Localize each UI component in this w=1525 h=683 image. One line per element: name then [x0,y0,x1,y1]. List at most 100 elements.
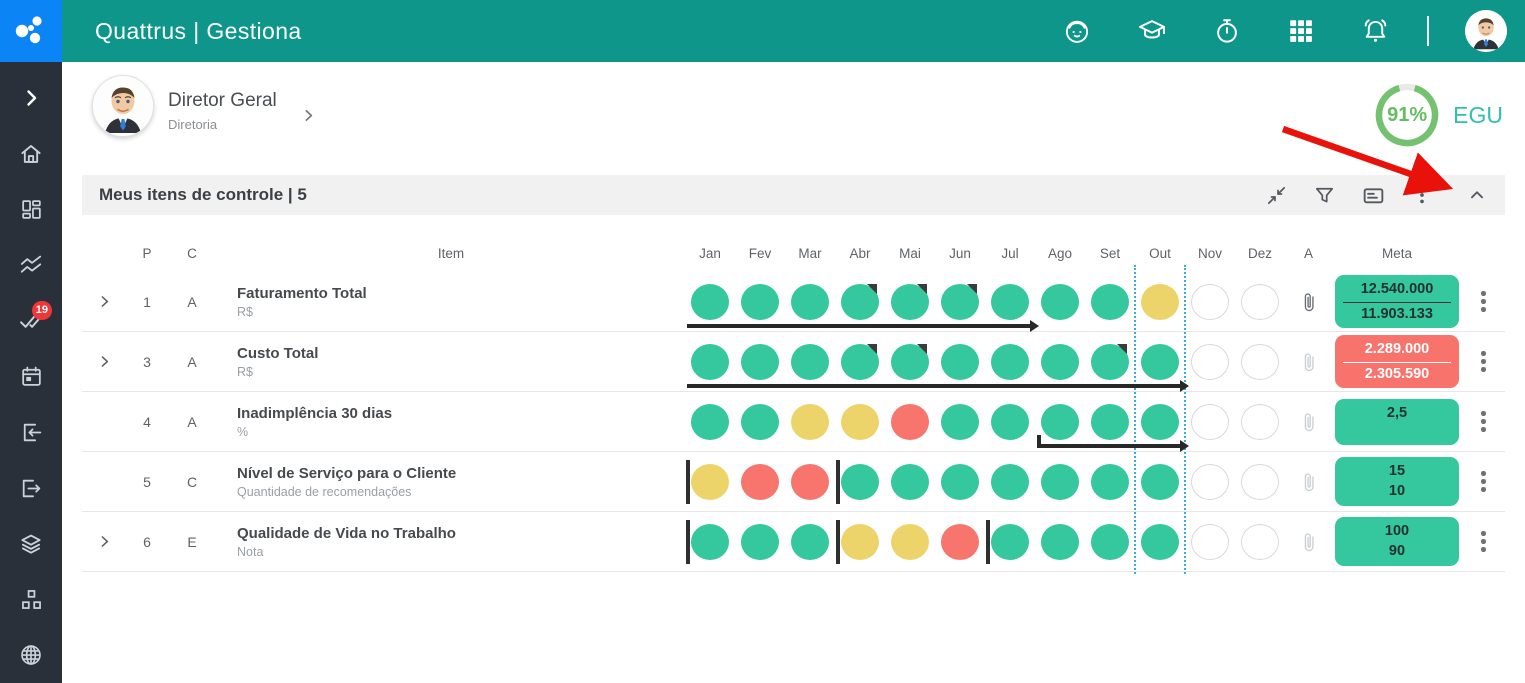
status-circle-green[interactable] [1141,523,1179,560]
status-circle-green[interactable] [791,343,829,380]
status-circle-green[interactable] [791,283,829,320]
assistant-icon[interactable] [1062,16,1092,46]
status-circle-green[interactable] [1041,523,1079,560]
attachment-icon[interactable] [1298,470,1320,494]
status-circle-green[interactable] [1141,463,1179,500]
sidebar-item-sign-out[interactable] [0,460,62,516]
status-circle-green[interactable] [841,343,879,380]
status-circle-green[interactable] [691,343,729,380]
status-circle-red[interactable] [941,523,979,560]
row-menu-icon[interactable] [1477,467,1490,496]
status-circle-green[interactable] [941,343,979,380]
status-circle-green[interactable] [1041,463,1079,500]
notifications-icon[interactable] [1360,16,1391,47]
user-avatar[interactable] [1465,10,1507,52]
meta-value-box[interactable]: 15 10 [1335,457,1459,506]
summary-card-icon[interactable] [1361,183,1386,208]
status-circle-empty[interactable] [1191,343,1229,380]
app-logo[interactable] [0,0,62,62]
status-circle-yellow[interactable] [791,403,829,440]
status-circle-green[interactable] [1141,343,1179,380]
attachment-icon[interactable] [1298,410,1320,434]
item-name[interactable]: Inadimplência 30 dias [237,404,393,422]
apps-icon[interactable] [1286,16,1316,46]
status-circle-green[interactable] [741,523,779,560]
row-menu-icon[interactable] [1477,347,1490,376]
filter-icon[interactable] [1313,184,1336,207]
status-circle-empty[interactable] [1191,403,1229,440]
status-circle-green[interactable] [791,523,829,560]
collapse-panel-icon[interactable] [1466,184,1488,206]
status-circle-green[interactable] [891,343,929,380]
status-circle-green[interactable] [991,403,1029,440]
status-circle-yellow[interactable] [691,463,729,500]
sidebar-item-tasks[interactable]: 19 [0,293,62,349]
status-circle-red[interactable] [891,403,929,440]
status-circle-green[interactable] [841,463,879,500]
meta-value-box[interactable]: 2,5 [1335,398,1459,445]
item-name[interactable]: Custo Total [237,344,319,362]
row-menu-icon[interactable] [1477,407,1490,436]
academy-icon[interactable] [1136,15,1168,47]
status-circle-empty[interactable] [1241,343,1279,380]
sidebar-item-globe[interactable] [0,627,62,683]
status-circle-red[interactable] [741,463,779,500]
status-circle-green[interactable] [941,283,979,320]
status-circle-empty[interactable] [1191,463,1229,500]
status-circle-empty[interactable] [1241,523,1279,560]
status-circle-green[interactable] [941,463,979,500]
row-expand-icon[interactable] [96,293,113,310]
status-circle-green[interactable] [691,523,729,560]
status-circle-red[interactable] [791,463,829,500]
item-name[interactable]: Qualidade de Vida no Trabalho [237,524,456,542]
status-circle-green[interactable] [741,403,779,440]
status-circle-green[interactable] [1091,463,1129,500]
status-circle-green[interactable] [1091,283,1129,320]
status-circle-green[interactable] [991,343,1029,380]
status-circle-green[interactable] [891,283,929,320]
item-name[interactable]: Nível de Serviço para o Cliente [237,464,457,482]
status-circle-yellow[interactable] [841,523,879,560]
status-circle-green[interactable] [991,523,1029,560]
status-circle-empty[interactable] [1241,463,1279,500]
meta-value-box[interactable]: 2.289.000 2.305.590 [1335,334,1459,389]
status-circle-yellow[interactable] [841,403,879,440]
status-circle-green[interactable] [1041,403,1079,440]
status-circle-yellow[interactable] [891,523,929,560]
status-circle-empty[interactable] [1241,283,1279,320]
sidebar-item-sign-in[interactable] [0,404,62,460]
status-circle-green[interactable] [891,463,929,500]
status-circle-green[interactable] [1041,343,1079,380]
timer-icon[interactable] [1212,16,1242,46]
status-circle-green[interactable] [1091,523,1129,560]
meta-value-box[interactable]: 100 90 [1335,517,1459,566]
status-circle-green[interactable] [691,403,729,440]
sidebar-item-org-chart[interactable] [0,572,62,628]
status-circle-green[interactable] [841,283,879,320]
status-circle-empty[interactable] [1191,283,1229,320]
status-circle-green[interactable] [691,283,729,320]
status-circle-green[interactable] [991,283,1029,320]
sidebar-item-calendar[interactable] [0,349,62,405]
row-expand-icon[interactable] [96,533,113,550]
sidebar-item-home[interactable] [0,126,62,182]
profile-avatar[interactable] [92,75,154,137]
meta-value-box[interactable]: 12.540.000 11.903.133 [1335,274,1459,329]
status-circle-green[interactable] [741,283,779,320]
status-circle-green[interactable] [741,343,779,380]
status-circle-empty[interactable] [1241,403,1279,440]
collapse-rows-icon[interactable] [1265,184,1288,207]
status-circle-yellow[interactable] [1141,283,1179,320]
attachment-icon[interactable] [1298,350,1320,374]
sidebar-expand-button[interactable] [0,70,62,126]
sidebar-item-indicators[interactable] [0,237,62,293]
panel-menu-icon[interactable] [1411,184,1433,206]
row-menu-icon[interactable] [1477,287,1490,316]
status-circle-green[interactable] [941,403,979,440]
status-circle-empty[interactable] [1191,523,1229,560]
status-circle-green[interactable] [1091,403,1129,440]
attachment-icon[interactable] [1298,530,1320,554]
attachment-icon[interactable] [1298,290,1320,314]
item-name[interactable]: Faturamento Total [237,284,367,302]
sidebar-item-layers[interactable] [0,516,62,572]
